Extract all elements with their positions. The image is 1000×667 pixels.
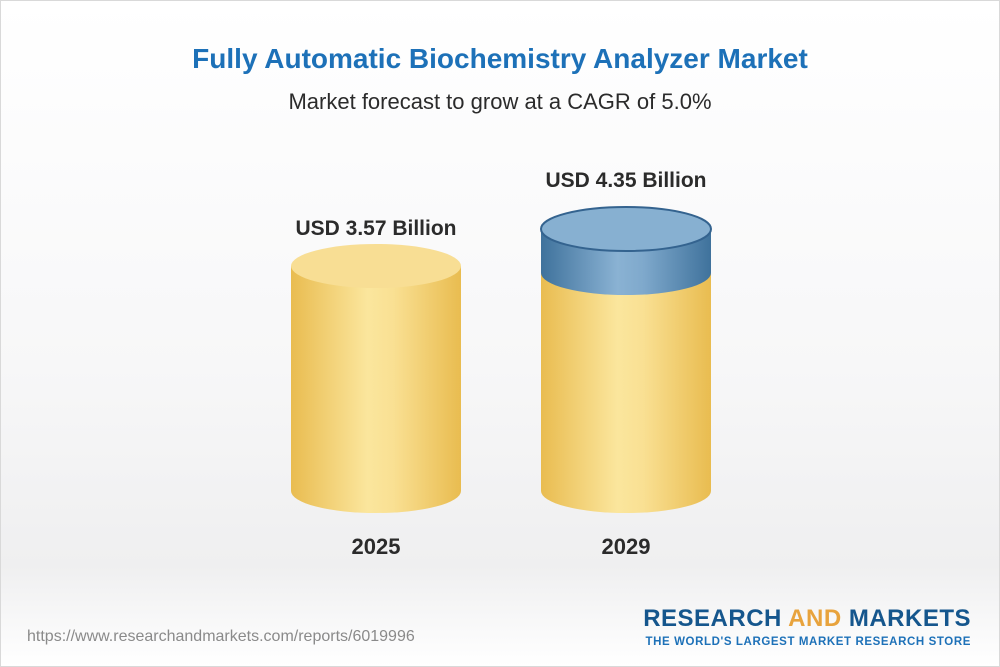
value-label-2029: USD 4.35 Billion <box>545 169 707 192</box>
logo-word-and: AND <box>788 605 842 632</box>
category-label-2029: 2029 <box>601 534 651 559</box>
logo-word-markets: MARKETS <box>848 605 971 632</box>
category-label-2025: 2025 <box>351 534 401 559</box>
report-url[interactable]: https://www.researchandmarkets.com/repor… <box>27 628 415 645</box>
logo-tagline: THE WORLD'S LARGEST MARKET RESEARCH STOR… <box>645 636 971 648</box>
cylinder-2029 <box>540 206 712 513</box>
page-subtitle: Market forecast to grow at a CAGR of 5.0… <box>288 89 712 114</box>
logo-wordmark: RESEARCH AND MARKETS <box>643 605 971 633</box>
research-and-markets-logo: RESEARCH AND MARKETS THE WORLD'S LARGEST… <box>643 605 971 648</box>
cylinder-2025 <box>291 244 461 513</box>
logo-word-research: RESEARCH <box>643 605 782 632</box>
page-title: Fully Automatic Biochemistry Analyzer Ma… <box>192 43 808 74</box>
value-label-2025: USD 3.57 Billion <box>295 217 457 240</box>
